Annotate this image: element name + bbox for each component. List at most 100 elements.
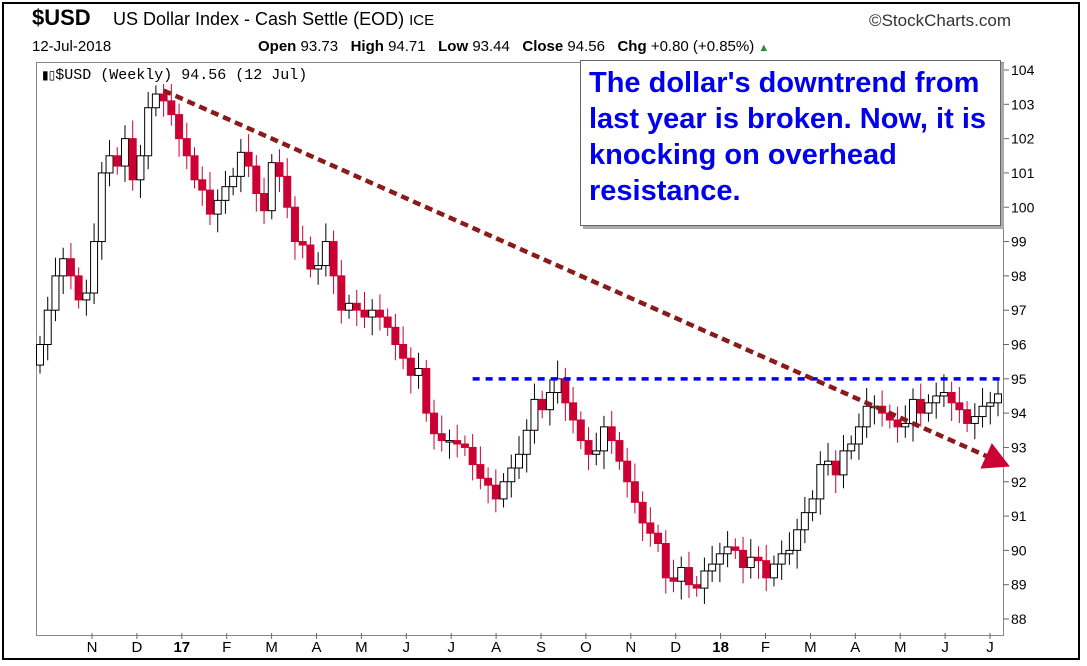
candle-body (970, 416, 979, 424)
candle-body (638, 501, 647, 524)
trendline-arrowhead (980, 443, 1010, 469)
candle-body (499, 481, 508, 500)
x-tick-label: O (580, 639, 592, 656)
y-tick-label: 103 (1011, 96, 1035, 112)
candle-body (816, 464, 825, 500)
candle-body (391, 326, 400, 345)
chg-label: Chg (617, 38, 647, 55)
candle-body (314, 265, 323, 270)
candle-body (59, 258, 68, 277)
candle-body (66, 258, 75, 277)
candle-body (746, 556, 755, 569)
y-tick-label: 102 (1011, 131, 1035, 147)
candle-body (120, 138, 129, 167)
close-label: Close (522, 38, 564, 55)
candle-body (437, 433, 446, 442)
x-tick-label: J (941, 639, 949, 656)
candle-body (90, 241, 99, 294)
brand-watermark: ©StockCharts.com (869, 11, 1011, 30)
candle-body (290, 206, 299, 243)
candle-body (793, 529, 802, 551)
candle-legend-icon: ▮▯ (42, 68, 56, 82)
candle-body (800, 512, 809, 531)
x-tick-label: M (265, 639, 278, 656)
candle-body (453, 440, 462, 445)
x-tick-label: F (761, 639, 770, 656)
candle-body (901, 422, 910, 428)
y-tick-label: 92 (1011, 474, 1027, 490)
x-tick-label: A (311, 639, 321, 656)
candle-body (252, 165, 261, 195)
candle-body (947, 392, 956, 404)
chg-value: +0.80 (+0.85%) (650, 38, 755, 55)
candle-body (460, 443, 469, 448)
candle-body (136, 155, 145, 181)
candle-body (375, 309, 384, 318)
candle-body (994, 393, 1002, 404)
candle-body (692, 584, 701, 589)
candle-body (654, 532, 663, 545)
y-tick-label: 104 (1011, 62, 1035, 78)
candle-body (839, 450, 848, 476)
x-tick-label: M (894, 639, 907, 656)
x-tick-label: M (804, 639, 817, 656)
y-tick-label: 91 (1011, 508, 1027, 524)
candle-body (51, 275, 60, 311)
candle-body (762, 560, 771, 579)
candle-body (963, 409, 972, 424)
x-tick-label: J (403, 639, 411, 656)
y-tick-label: 100 (1011, 199, 1035, 215)
candle-body (708, 563, 717, 572)
y-tick-label: 98 (1011, 268, 1027, 284)
candle-body (986, 402, 995, 407)
x-tick-label: N (87, 639, 98, 656)
candle-body (321, 241, 330, 267)
x-tick-label: S (536, 639, 546, 656)
y-tick-label: 93 (1011, 439, 1027, 455)
candle-body (205, 189, 214, 215)
candle-body (298, 241, 307, 246)
annotation-box: The dollar's downtrend from last year is… (580, 60, 1001, 226)
candle-body (337, 275, 346, 311)
candle-body (545, 392, 554, 411)
x-tick-label: N (625, 639, 636, 656)
candle-body (661, 543, 670, 579)
candle-body (932, 395, 941, 404)
candle-body (406, 357, 415, 376)
candle-body (82, 292, 91, 301)
candle-body (700, 570, 709, 589)
candle-body (615, 440, 624, 462)
candle-body (769, 563, 778, 579)
candle-body (553, 378, 562, 394)
open-label: Open (258, 38, 297, 55)
candle-body (491, 484, 500, 500)
x-tick-label: D (670, 639, 681, 656)
candle-body (368, 309, 377, 318)
candle-body (484, 477, 493, 486)
candle-body (105, 155, 114, 174)
high-value: 94.71 (388, 38, 426, 55)
x-tick-label: D (131, 639, 142, 656)
candle-body (360, 309, 369, 318)
candle-body (229, 175, 238, 188)
candle-body (383, 316, 392, 328)
y-tick-label: 89 (1011, 577, 1027, 593)
candle-body (924, 402, 933, 414)
candle-body (306, 244, 315, 270)
x-tick-label: J (986, 639, 994, 656)
candle-body (777, 553, 786, 565)
low-label: Low (438, 38, 469, 55)
candle-body (561, 378, 570, 404)
candle-body (190, 155, 199, 181)
candle-body (847, 443, 856, 452)
candle-body (916, 398, 925, 414)
candle-body (909, 398, 918, 424)
candle-body (167, 100, 176, 116)
y-tick-label: 95 (1011, 371, 1027, 387)
y-tick-label: 97 (1011, 302, 1027, 318)
exchange-text: ICE (409, 12, 435, 29)
candle-body (630, 481, 639, 503)
open-value: 93.73 (300, 38, 339, 55)
x-tick-label: M (355, 639, 368, 656)
candle-body (893, 419, 902, 428)
